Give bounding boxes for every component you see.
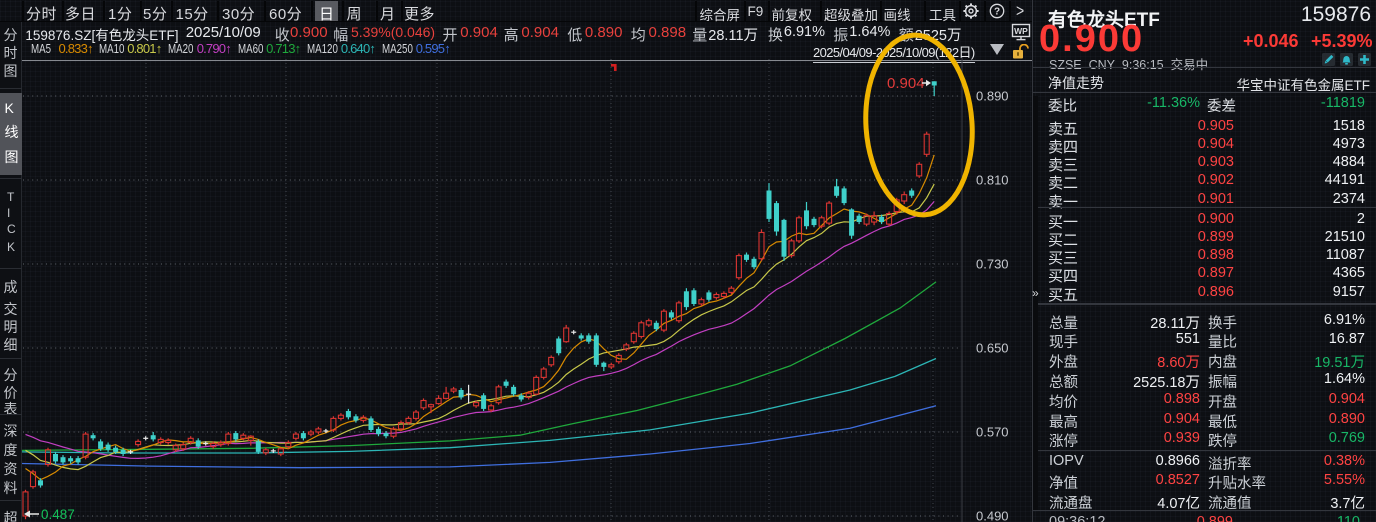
svg-text:0.904: 0.904 xyxy=(887,75,925,92)
svg-text:0.730: 0.730 xyxy=(976,257,1009,272)
svg-text:WP: WP xyxy=(1014,26,1028,36)
svg-text:0.890: 0.890 xyxy=(976,89,1009,104)
svg-text:0.650: 0.650 xyxy=(976,341,1009,356)
svg-text:0.487: 0.487 xyxy=(41,507,75,522)
svg-text:0.810: 0.810 xyxy=(976,173,1009,188)
svg-text:0.490: 0.490 xyxy=(976,509,1009,522)
svg-text:?: ? xyxy=(994,7,1000,18)
svg-text:0.570: 0.570 xyxy=(976,425,1009,440)
